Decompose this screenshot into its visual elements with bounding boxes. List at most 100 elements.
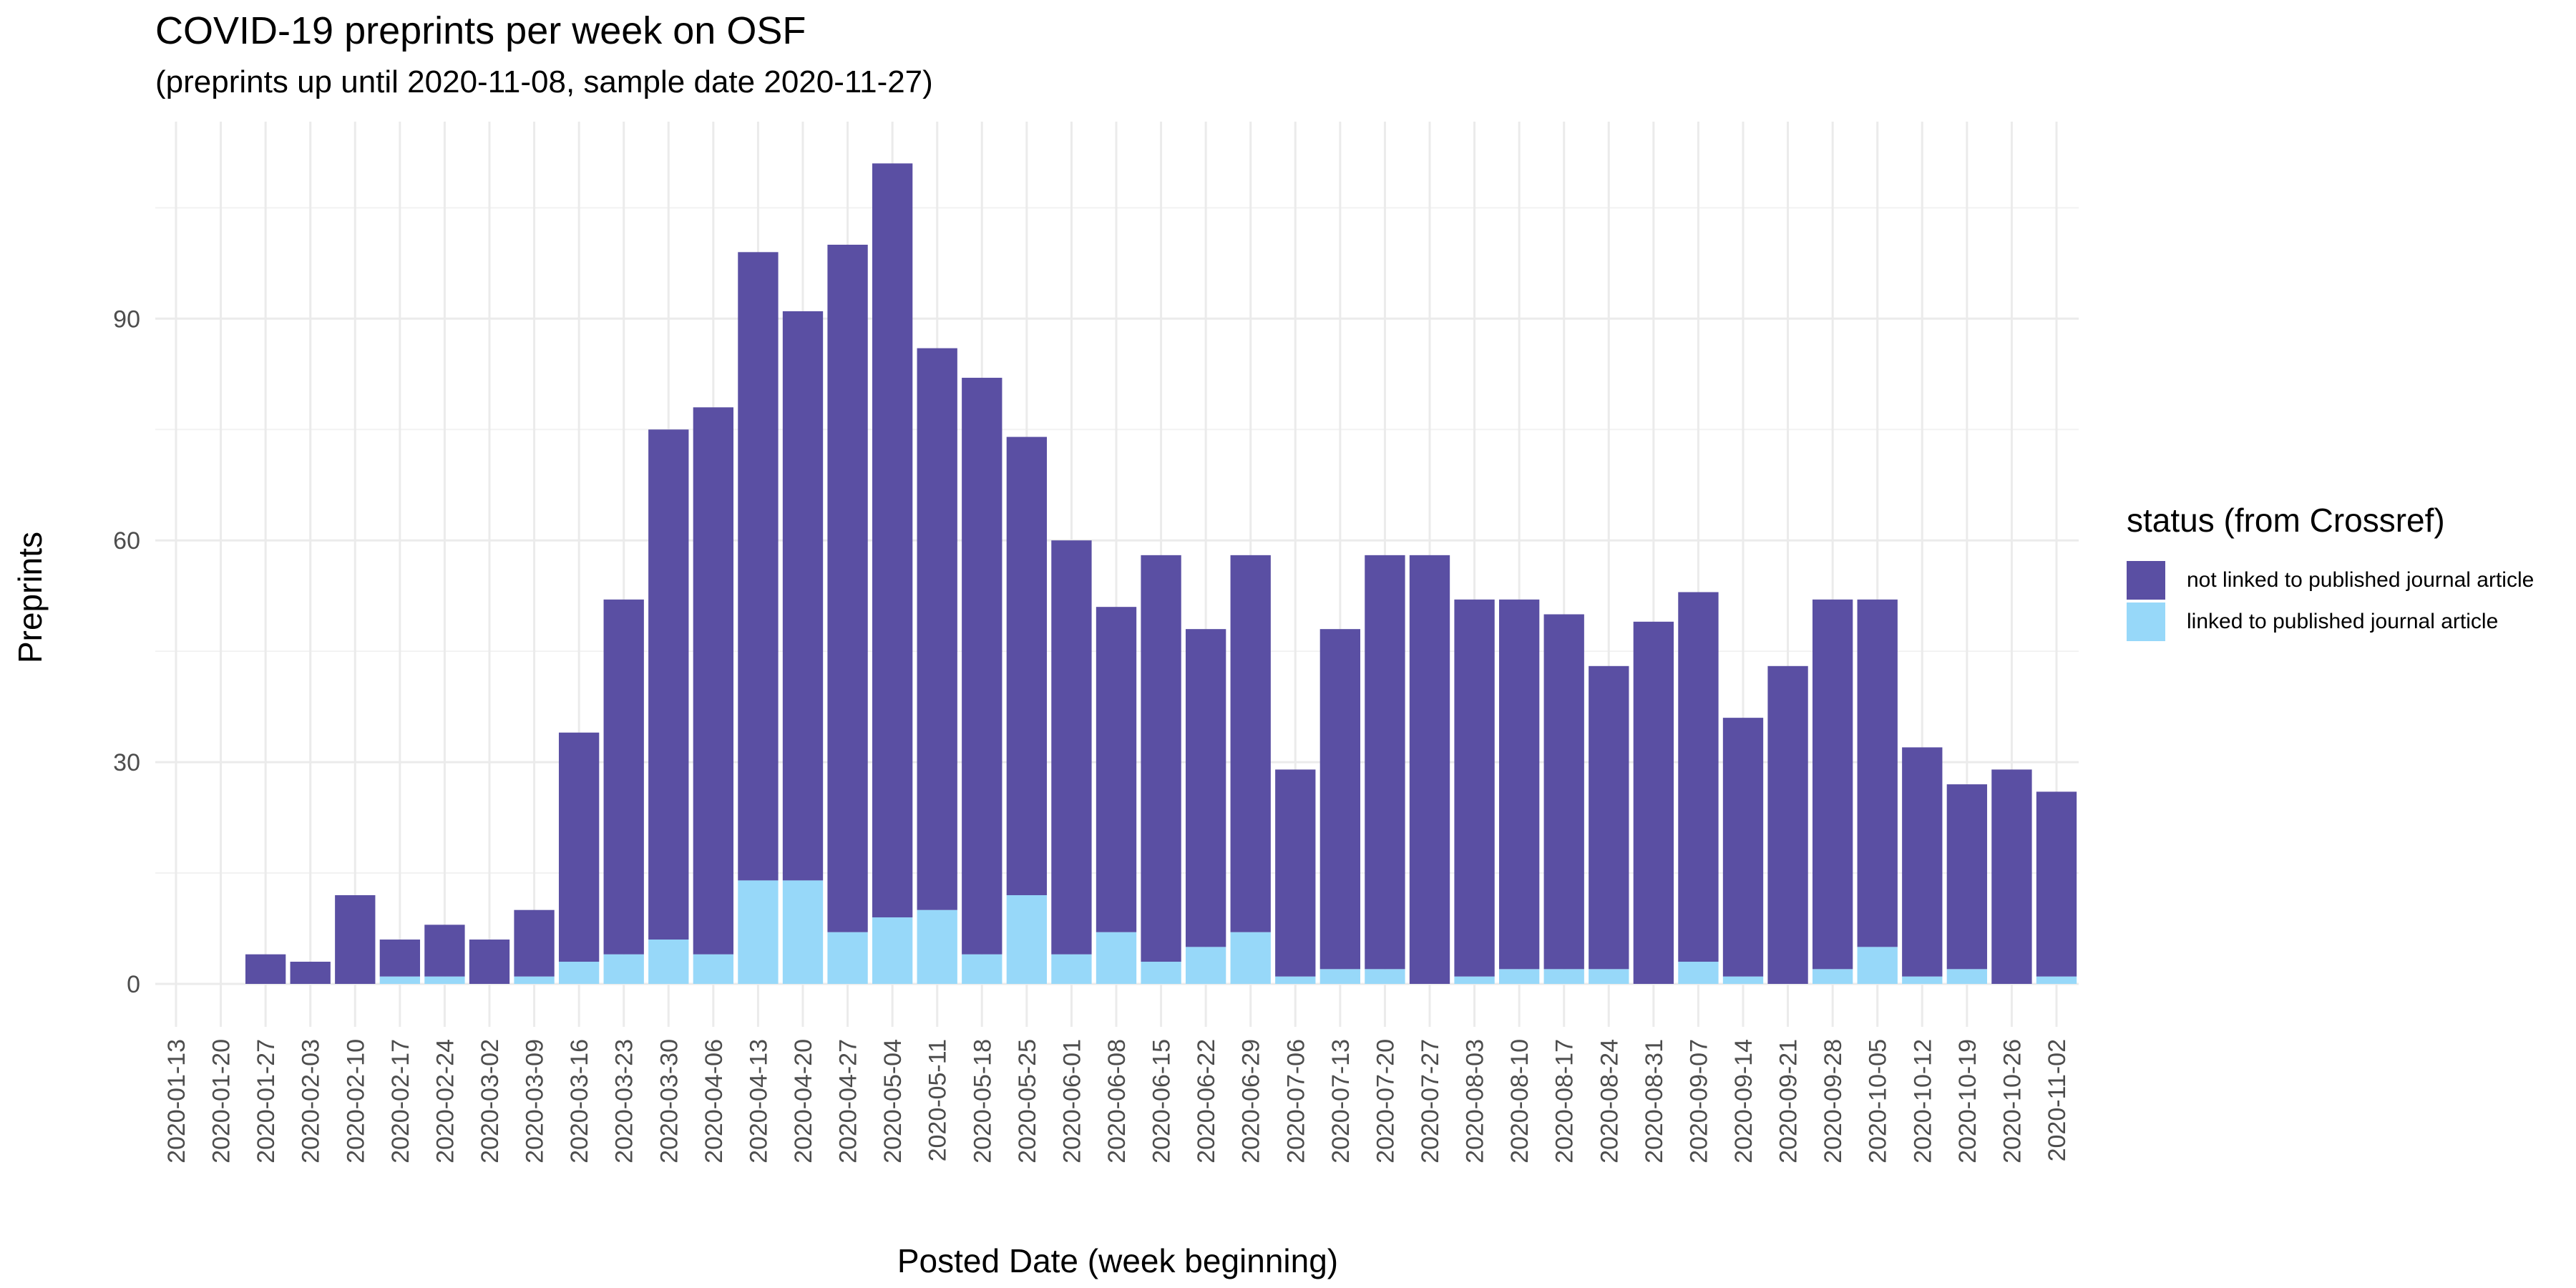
bar-linked [1275, 976, 1316, 984]
x-tick-label: 2020-03-23 [611, 1039, 638, 1163]
x-axis-title: Posted Date (week beginning) [897, 1242, 1338, 1279]
bar-linked [424, 976, 465, 984]
x-tick-label: 2020-03-16 [566, 1039, 593, 1163]
x-tick-label: 2020-10-05 [1865, 1039, 1892, 1163]
bar-not-linked [827, 245, 868, 932]
bar-not-linked [1319, 629, 1361, 970]
bar-linked [738, 880, 779, 984]
x-tick-label: 2020-10-26 [1999, 1039, 2026, 1163]
bar-linked [782, 880, 824, 984]
x-tick-label: 2020-07-20 [1372, 1039, 1399, 1163]
legend-label-not-linked: not linked to published journal article [2187, 568, 2534, 592]
x-tick-label: 2020-06-22 [1193, 1039, 1220, 1163]
bar-not-linked [424, 924, 465, 977]
bar-layer [245, 163, 2077, 984]
bar-linked [1096, 932, 1137, 984]
x-tick-label: 2020-04-06 [701, 1039, 728, 1163]
x-tick-label: 2020-02-24 [431, 1039, 459, 1163]
bar-not-linked [514, 909, 555, 977]
bar-linked [379, 976, 421, 984]
bar-not-linked [245, 954, 286, 984]
x-tick-label: 2020-06-08 [1103, 1039, 1131, 1163]
bar-not-linked [1589, 665, 1629, 970]
bar-linked [1946, 969, 1988, 984]
x-tick-label: 2020-04-20 [790, 1039, 817, 1163]
bar-not-linked [917, 348, 957, 910]
bar-not-linked [1991, 769, 2032, 984]
bar-linked [1543, 969, 1584, 984]
bar-not-linked [379, 940, 421, 977]
x-tick-label: 2020-08-24 [1596, 1039, 1623, 1163]
bar-not-linked [782, 311, 824, 881]
bar-linked [1902, 976, 1943, 984]
bar-linked [1454, 976, 1495, 984]
bar-not-linked [1633, 621, 1674, 984]
bar-not-linked [1409, 555, 1450, 984]
chart-title: COVID-19 preprints per week on OSF [155, 9, 806, 52]
x-tick-label: 2020-02-03 [298, 1039, 325, 1163]
bar-not-linked [1902, 747, 1943, 977]
bar-linked [1498, 969, 1540, 984]
x-tick-label: 2020-03-09 [522, 1039, 549, 1163]
bar-linked [2036, 976, 2077, 984]
y-tick-label: 30 [113, 749, 140, 776]
bar-linked [1185, 947, 1226, 984]
legend-label-linked: linked to published journal article [2187, 610, 2499, 633]
x-tick-label: 2020-09-07 [1685, 1039, 1712, 1163]
x-tick-label: 2020-03-02 [477, 1039, 504, 1163]
bar-linked [603, 954, 644, 984]
legend: status (from Crossref) not linked to pub… [2127, 501, 2534, 643]
bar-not-linked [2036, 791, 2077, 977]
bar-linked [917, 909, 957, 984]
chart-subtitle: (preprints up until 2020-11-08, sample d… [155, 64, 933, 99]
bar-not-linked [1543, 614, 1584, 970]
bar-linked [1365, 969, 1405, 984]
y-axis-title: Preprints [11, 532, 49, 663]
x-tick-label: 2020-01-13 [163, 1039, 190, 1163]
bar-linked [1812, 969, 1853, 984]
x-tick-label: 2020-09-21 [1775, 1039, 1802, 1163]
bar-not-linked [1857, 599, 1898, 947]
legend-title: status (from Crossref) [2127, 502, 2445, 539]
bar-not-linked [962, 377, 1002, 955]
x-tick-label: 2020-09-14 [1730, 1039, 1757, 1163]
bar-not-linked [469, 940, 510, 984]
legend-item-not-linked: not linked to published journal article [2127, 560, 2534, 601]
x-tick-label: 2020-04-27 [835, 1039, 862, 1163]
bar-not-linked [1678, 592, 1719, 962]
x-tick-label: 2020-10-19 [1954, 1039, 1981, 1163]
x-tick-label: 2020-05-25 [1014, 1039, 1041, 1163]
bar-linked [1678, 962, 1719, 984]
x-tick-label: 2020-06-01 [1058, 1039, 1085, 1163]
bar-not-linked [1096, 607, 1137, 932]
y-tick-label: 90 [113, 306, 140, 333]
x-tick-label: 2020-01-27 [253, 1039, 280, 1163]
bar-linked [1051, 954, 1092, 984]
x-tick-label: 2020-05-04 [879, 1039, 907, 1163]
x-tick-label: 2020-07-13 [1327, 1039, 1355, 1163]
bar-not-linked [1946, 784, 1988, 970]
y-tick-layer: 0 30 60 90 [113, 306, 140, 998]
bar-linked [827, 932, 868, 984]
x-tick-label: 2020-11-02 [2044, 1039, 2071, 1161]
x-tick-label: 2020-05-18 [969, 1039, 996, 1163]
x-tick-label: 2020-06-15 [1148, 1039, 1176, 1163]
bar-linked [1141, 962, 1181, 984]
bar-linked [693, 954, 734, 984]
bar-not-linked [1454, 599, 1495, 977]
legend-swatch-not-linked [2127, 561, 2165, 600]
bar-linked [962, 954, 1002, 984]
x-tick-label: 2020-10-12 [1909, 1039, 1936, 1163]
x-tick-label: 2020-08-31 [1641, 1039, 1668, 1163]
bar-linked [514, 976, 555, 984]
x-tick-layer: 2020-01-13 2020-01-20 2020-01-27 2020-02-03… [163, 1039, 2071, 1163]
x-tick-label: 2020-07-27 [1417, 1039, 1444, 1163]
bar-not-linked [335, 895, 376, 984]
bar-not-linked [1767, 665, 1808, 984]
bar-not-linked [1498, 599, 1540, 970]
bar-not-linked [1051, 540, 1092, 955]
bar-linked [1006, 895, 1048, 984]
x-tick-label: 2020-03-30 [655, 1039, 683, 1163]
x-tick-label: 2020-08-17 [1551, 1039, 1579, 1163]
